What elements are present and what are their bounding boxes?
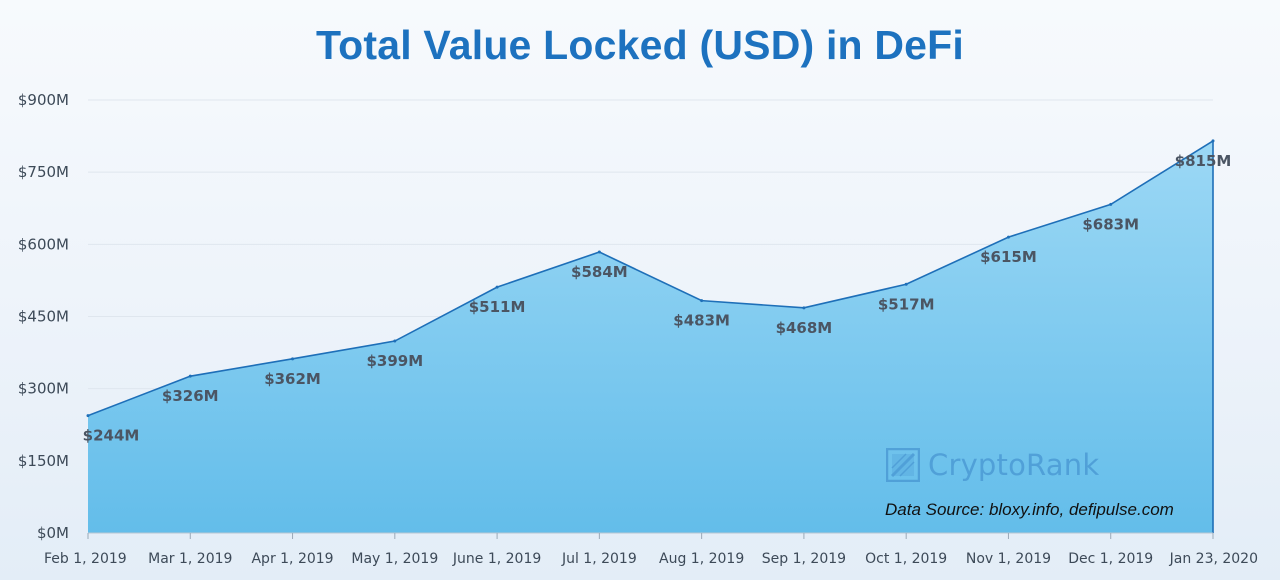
data-point (1109, 202, 1113, 206)
y-tick-label: $900M (18, 91, 69, 109)
data-label: $815M (1175, 152, 1232, 170)
data-point (700, 299, 704, 303)
x-tick-label: Mar 1, 2019 (148, 551, 232, 567)
x-tick-label: Apr 1, 2019 (251, 551, 333, 567)
data-label: $468M (776, 319, 833, 337)
y-tick-label: $300M (18, 380, 69, 398)
data-point (597, 250, 601, 254)
y-tick-label: $750M (18, 163, 69, 181)
cryptorank-logo-icon (886, 448, 920, 482)
data-point (188, 374, 192, 378)
data-label: $511M (469, 298, 526, 316)
data-label: $517M (878, 295, 935, 313)
y-tick-label: $150M (18, 452, 69, 470)
y-tick-label: $450M (18, 308, 69, 326)
data-label: $326M (162, 387, 219, 405)
x-tick-label: May 1, 2019 (351, 551, 438, 567)
data-label: $399M (366, 352, 423, 370)
x-tick-label: Nov 1, 2019 (966, 551, 1051, 567)
data-label: $244M (83, 427, 140, 445)
x-tick-label: Feb 1, 2019 (44, 551, 127, 567)
x-tick-label: Jul 1, 2019 (561, 551, 637, 567)
x-tick-label: Dec 1, 2019 (1068, 551, 1153, 567)
x-tick-label: Jan 23, 2020 (1169, 551, 1258, 567)
x-tick-label: Oct 1, 2019 (865, 551, 947, 567)
y-tick-label: $600M (18, 235, 69, 253)
x-tick-label: June 1, 2019 (452, 551, 541, 567)
data-point (495, 285, 499, 289)
data-point (1006, 235, 1010, 239)
data-label: $683M (1082, 215, 1139, 233)
data-point (291, 357, 295, 361)
data-label: $483M (673, 312, 730, 330)
data-point (802, 306, 806, 310)
watermark-text: CryptoRank (928, 448, 1100, 482)
x-tick-label: Aug 1, 2019 (659, 551, 744, 567)
series-line (87, 140, 1214, 417)
data-source-note: Data Source: bloxy.info, defipulse.com (885, 500, 1174, 519)
area-fill (88, 140, 1213, 533)
data-label: $584M (571, 263, 628, 281)
data-point (1211, 139, 1215, 143)
chart-title: Total Value Locked (USD) in DeFi (315, 22, 965, 68)
y-tick-label: $0M (37, 524, 69, 542)
data-point (86, 414, 90, 418)
x-tick-label: Sep 1, 2019 (762, 551, 846, 567)
watermark: CryptoRank (886, 448, 1099, 482)
data-point (904, 282, 908, 286)
data-point (393, 339, 397, 343)
data-label: $362M (264, 370, 321, 388)
data-label: $615M (980, 248, 1037, 266)
